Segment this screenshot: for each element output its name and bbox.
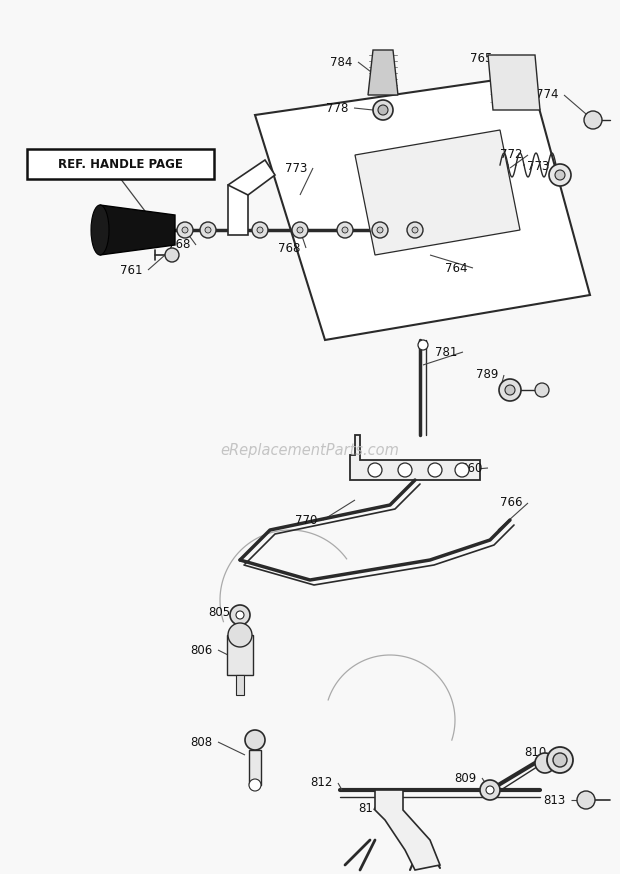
Circle shape: [535, 753, 555, 773]
Circle shape: [177, 222, 193, 238]
Text: REF. HANDLE PAGE: REF. HANDLE PAGE: [58, 157, 182, 170]
Polygon shape: [488, 55, 540, 110]
Text: 764: 764: [445, 261, 467, 274]
Circle shape: [480, 780, 500, 800]
Polygon shape: [228, 185, 248, 235]
Polygon shape: [249, 750, 261, 785]
Circle shape: [455, 463, 469, 477]
Polygon shape: [228, 160, 275, 195]
Text: 766: 766: [500, 496, 523, 510]
Circle shape: [165, 248, 179, 262]
Polygon shape: [375, 790, 440, 870]
Circle shape: [535, 383, 549, 397]
Text: 768: 768: [168, 239, 190, 252]
Circle shape: [245, 730, 265, 750]
Circle shape: [499, 379, 521, 401]
Text: 774: 774: [536, 88, 559, 101]
Circle shape: [584, 111, 602, 129]
Circle shape: [577, 791, 595, 809]
Circle shape: [407, 222, 423, 238]
Text: 810: 810: [524, 746, 546, 760]
Circle shape: [378, 105, 388, 115]
Text: 770: 770: [295, 514, 317, 526]
Circle shape: [372, 222, 388, 238]
Polygon shape: [236, 675, 244, 695]
Circle shape: [337, 222, 353, 238]
Text: 773: 773: [285, 162, 308, 175]
Text: 765: 765: [470, 52, 492, 65]
Circle shape: [547, 747, 573, 773]
Text: 784: 784: [330, 56, 352, 68]
Text: 761: 761: [120, 263, 143, 276]
Text: 778: 778: [326, 101, 348, 114]
Circle shape: [182, 227, 188, 233]
Circle shape: [297, 227, 303, 233]
Circle shape: [292, 222, 308, 238]
FancyBboxPatch shape: [27, 149, 214, 179]
Circle shape: [228, 623, 252, 647]
Ellipse shape: [91, 205, 109, 255]
Polygon shape: [350, 435, 480, 480]
Circle shape: [377, 227, 383, 233]
Text: 813: 813: [543, 794, 565, 807]
Text: 760: 760: [460, 461, 482, 475]
Circle shape: [555, 170, 565, 180]
Text: eReplacementParts.com: eReplacementParts.com: [221, 442, 399, 457]
Circle shape: [368, 463, 382, 477]
Circle shape: [549, 164, 571, 186]
Circle shape: [553, 753, 567, 767]
Text: 808: 808: [190, 736, 212, 748]
Circle shape: [505, 385, 515, 395]
Text: 768: 768: [278, 241, 300, 254]
Circle shape: [200, 222, 216, 238]
Circle shape: [428, 463, 442, 477]
Circle shape: [249, 779, 261, 791]
Circle shape: [398, 463, 412, 477]
Circle shape: [418, 340, 428, 350]
Text: 809: 809: [454, 772, 476, 785]
Text: 806: 806: [190, 643, 212, 656]
Text: 772: 772: [500, 149, 523, 162]
Text: 812: 812: [310, 776, 332, 789]
Circle shape: [412, 227, 418, 233]
Polygon shape: [100, 205, 175, 255]
Text: 814: 814: [358, 801, 381, 815]
Text: 781: 781: [435, 345, 458, 358]
Text: 805: 805: [208, 606, 230, 619]
Circle shape: [230, 605, 250, 625]
Circle shape: [486, 786, 494, 794]
Circle shape: [252, 222, 268, 238]
Polygon shape: [227, 635, 253, 675]
Circle shape: [257, 227, 263, 233]
Circle shape: [236, 611, 244, 619]
Polygon shape: [368, 50, 398, 95]
Circle shape: [205, 227, 211, 233]
Text: 773: 773: [527, 161, 549, 174]
Circle shape: [342, 227, 348, 233]
Circle shape: [373, 100, 393, 120]
Text: 789: 789: [476, 369, 498, 381]
Polygon shape: [355, 130, 520, 255]
Polygon shape: [255, 75, 590, 340]
